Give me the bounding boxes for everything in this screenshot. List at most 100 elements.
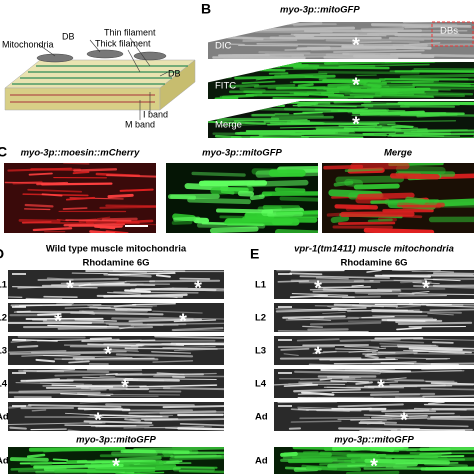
fiber xyxy=(290,420,342,423)
fiber xyxy=(228,83,260,88)
fiber xyxy=(81,339,156,342)
fiber xyxy=(296,46,331,51)
asterisk: * xyxy=(94,409,102,431)
row-label: L4 xyxy=(255,379,267,390)
fiber xyxy=(272,97,364,99)
fiber xyxy=(320,91,335,95)
row-label: L1 xyxy=(255,280,267,291)
fiber xyxy=(347,316,434,320)
fiber xyxy=(403,132,452,135)
fiber xyxy=(275,308,352,311)
fiber xyxy=(171,220,193,225)
fiber xyxy=(114,222,156,226)
fiber xyxy=(405,196,426,205)
fiber xyxy=(9,426,27,430)
fiber xyxy=(113,303,137,308)
fiber xyxy=(32,227,73,232)
fiber xyxy=(41,193,63,197)
fiber xyxy=(389,173,440,180)
fiber xyxy=(293,111,323,115)
fiber xyxy=(259,22,281,24)
fiber xyxy=(149,279,221,283)
fiber xyxy=(52,458,69,461)
diagram-label: DB xyxy=(62,31,75,41)
asterisk: * xyxy=(422,277,430,299)
column-title: myo-3p::mitoGFP xyxy=(202,148,282,159)
diagram-label: Thin filament xyxy=(104,27,156,37)
fiber xyxy=(308,363,358,365)
fiber xyxy=(287,318,332,321)
fiber xyxy=(173,216,201,222)
fiber xyxy=(345,205,370,211)
fiber xyxy=(108,272,176,276)
asterisk: * xyxy=(400,409,408,431)
fiber xyxy=(61,357,155,360)
fiber xyxy=(429,308,474,312)
fiber xyxy=(315,277,349,280)
fiber xyxy=(282,315,346,319)
asterisk: * xyxy=(112,455,120,474)
fiber xyxy=(73,168,118,172)
fiber xyxy=(293,388,361,393)
fiber xyxy=(299,416,371,420)
fiber xyxy=(326,212,341,217)
asterisk: * xyxy=(352,74,360,96)
fiber xyxy=(63,163,90,165)
fiber xyxy=(341,45,432,50)
fiber xyxy=(152,310,203,314)
fiber xyxy=(162,346,216,349)
fiber xyxy=(302,325,323,328)
fiber xyxy=(274,72,328,77)
fiber xyxy=(30,461,53,466)
fiber xyxy=(375,228,409,233)
micrograph xyxy=(4,163,156,233)
fiber xyxy=(17,336,86,339)
micrograph xyxy=(274,303,474,332)
gfp-title: myo-3p::mitoGFP xyxy=(334,435,414,446)
fiber xyxy=(309,321,382,326)
fiber xyxy=(399,73,474,79)
fiber xyxy=(344,345,380,348)
fiber xyxy=(359,429,398,431)
fiber xyxy=(25,297,51,299)
fiber xyxy=(8,349,67,354)
fiber xyxy=(7,167,72,172)
fiber xyxy=(258,51,311,55)
fiber xyxy=(11,286,98,289)
fiber xyxy=(367,218,393,223)
fiber xyxy=(395,165,446,175)
fiber xyxy=(79,402,115,404)
fiber xyxy=(219,94,258,98)
fiber xyxy=(364,458,450,465)
fiber xyxy=(384,88,439,92)
fiber xyxy=(16,345,39,348)
diagram-label: DB xyxy=(168,68,181,78)
panel-letter: E xyxy=(250,246,259,262)
fiber xyxy=(360,27,404,31)
fiber xyxy=(408,303,436,304)
fiber xyxy=(241,80,276,84)
fiber xyxy=(370,199,440,204)
fiber xyxy=(89,306,132,311)
fiber xyxy=(397,321,473,325)
fiber xyxy=(380,362,459,365)
fiber xyxy=(423,403,474,406)
fiber xyxy=(105,322,164,326)
stain-label: Rhodamine 6G xyxy=(340,258,407,269)
fiber xyxy=(118,456,162,462)
fiber xyxy=(105,373,118,376)
micrograph xyxy=(208,22,474,59)
micrograph xyxy=(8,336,224,365)
fiber xyxy=(297,101,319,107)
fiber xyxy=(394,33,474,38)
fiber xyxy=(390,53,474,58)
fiber xyxy=(30,350,127,354)
fiber xyxy=(279,196,318,202)
fiber xyxy=(9,351,106,355)
row-label: DIC xyxy=(215,41,232,52)
fiber xyxy=(369,447,395,453)
fiber xyxy=(433,198,474,207)
fiber xyxy=(154,336,224,339)
fiber xyxy=(154,372,217,376)
fiber xyxy=(178,469,224,474)
